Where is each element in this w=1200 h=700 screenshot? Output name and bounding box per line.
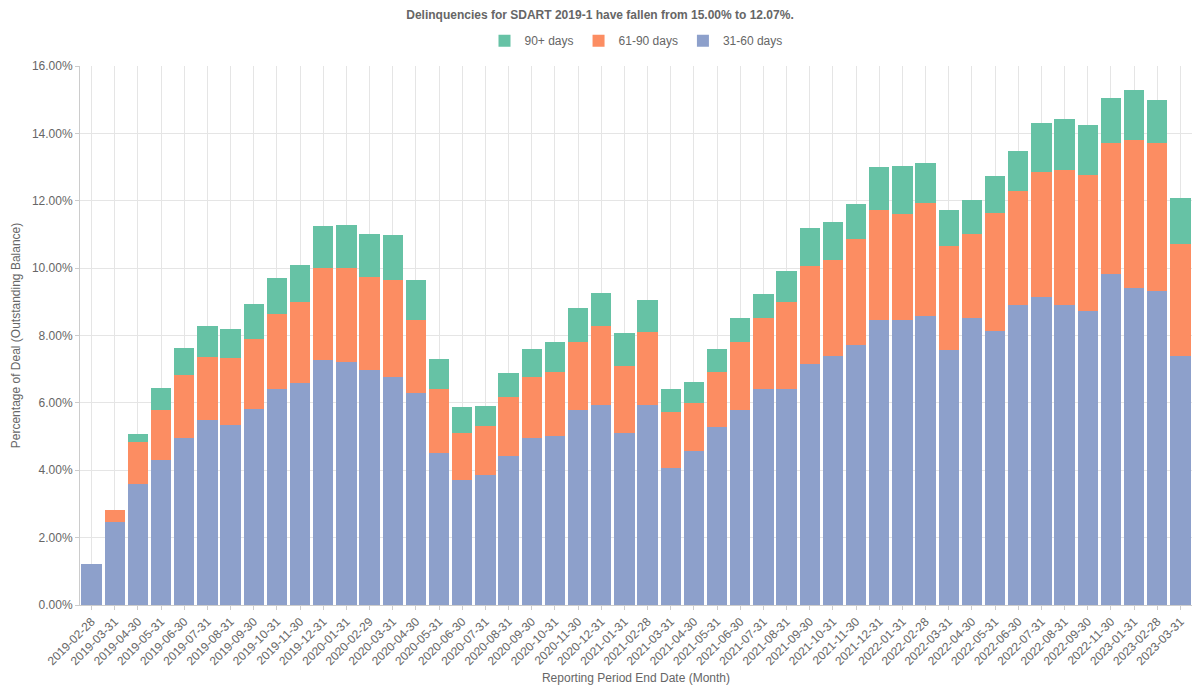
svg-text:2020-12-31: 2020-12-31	[554, 615, 608, 669]
svg-text:0.00%: 0.00%	[39, 598, 73, 612]
svg-text:2019-06-30: 2019-06-30	[137, 615, 191, 669]
svg-text:2020-04-30: 2020-04-30	[369, 615, 423, 669]
svg-text:2021-01-31: 2021-01-31	[577, 615, 631, 669]
svg-text:2022-03-31: 2022-03-31	[902, 615, 956, 669]
svg-text:2022-01-31: 2022-01-31	[855, 615, 909, 669]
svg-text:8.00%: 8.00%	[39, 329, 73, 343]
svg-text:Delinquencies for SDART 2019-1: Delinquencies for SDART 2019-1 have fall…	[406, 8, 793, 22]
svg-text:Reporting Period End Date (Mon: Reporting Period End Date (Month)	[542, 671, 730, 685]
svg-text:2021-04-30: 2021-04-30	[647, 615, 701, 669]
svg-text:2020-01-31: 2020-01-31	[299, 615, 353, 669]
svg-text:2022-08-31: 2022-08-31	[1018, 615, 1072, 669]
svg-text:2.00%: 2.00%	[39, 531, 73, 545]
svg-text:2021-09-30: 2021-09-30	[763, 615, 817, 669]
svg-text:14.00%: 14.00%	[32, 127, 73, 141]
svg-text:2021-08-31: 2021-08-31	[740, 615, 794, 669]
svg-text:6.00%: 6.00%	[39, 396, 73, 410]
svg-text:2019-08-31: 2019-08-31	[184, 615, 238, 669]
svg-text:2019-02-28: 2019-02-28	[45, 615, 99, 669]
svg-text:2021-10-31: 2021-10-31	[786, 615, 840, 669]
svg-text:2020-07-31: 2020-07-31	[438, 615, 492, 669]
svg-text:2020-03-31: 2020-03-31	[346, 615, 400, 669]
svg-text:61-90 days: 61-90 days	[619, 34, 678, 48]
svg-text:2020-10-31: 2020-10-31	[508, 615, 562, 669]
svg-text:2019-05-31: 2019-05-31	[114, 615, 168, 669]
svg-text:2019-09-30: 2019-09-30	[207, 615, 261, 669]
svg-text:2019-07-31: 2019-07-31	[160, 615, 214, 669]
svg-text:2021-12-31: 2021-12-31	[832, 615, 886, 669]
svg-text:10.00%: 10.00%	[32, 261, 73, 275]
svg-text:2020-09-30: 2020-09-30	[485, 615, 539, 669]
svg-text:2021-07-31: 2021-07-31	[716, 615, 770, 669]
svg-text:2022-02-28: 2022-02-28	[879, 615, 933, 669]
svg-text:2022-07-31: 2022-07-31	[994, 615, 1048, 669]
svg-text:4.00%: 4.00%	[39, 463, 73, 477]
svg-text:2022-04-30: 2022-04-30	[925, 615, 979, 669]
svg-text:2021-06-30: 2021-06-30	[693, 615, 747, 669]
svg-text:2022-09-30: 2022-09-30	[1041, 615, 1095, 669]
svg-text:16.00%: 16.00%	[32, 59, 73, 73]
svg-text:2020-05-31: 2020-05-31	[392, 615, 446, 669]
svg-text:2022-05-31: 2022-05-31	[948, 615, 1002, 669]
svg-text:31-60 days: 31-60 days	[723, 34, 782, 48]
svg-text:2019-10-31: 2019-10-31	[230, 615, 284, 669]
svg-text:2020-02-29: 2020-02-29	[323, 615, 377, 669]
svg-text:2019-03-31: 2019-03-31	[68, 615, 122, 669]
svg-text:90+ days: 90+ days	[525, 34, 574, 48]
svg-text:2023-01-31: 2023-01-31	[1087, 615, 1141, 669]
svg-text:2022-11-30: 2022-11-30	[1065, 615, 1118, 668]
svg-text:12.00%: 12.00%	[32, 194, 73, 208]
svg-text:2020-11-30: 2020-11-30	[532, 615, 585, 668]
svg-text:2021-02-28: 2021-02-28	[601, 615, 655, 669]
svg-text:2020-08-31: 2020-08-31	[462, 615, 516, 669]
svg-text:2021-05-31: 2021-05-31	[670, 615, 724, 669]
svg-text:2019-12-31: 2019-12-31	[276, 615, 330, 669]
svg-text:2019-11-30: 2019-11-30	[254, 615, 307, 668]
svg-text:2019-04-30: 2019-04-30	[91, 615, 145, 669]
svg-text:2020-06-30: 2020-06-30	[415, 615, 469, 669]
svg-text:2023-02-28: 2023-02-28	[1110, 615, 1164, 669]
svg-text:Percentage of Deal (Outstandin: Percentage of Deal (Outstanding Balance)	[9, 223, 23, 448]
svg-text:2021-11-30: 2021-11-30	[810, 615, 863, 668]
svg-text:2021-03-31: 2021-03-31	[624, 615, 678, 669]
svg-text:2023-03-31: 2023-03-31	[1133, 615, 1187, 669]
svg-text:2022-06-30: 2022-06-30	[971, 615, 1025, 669]
